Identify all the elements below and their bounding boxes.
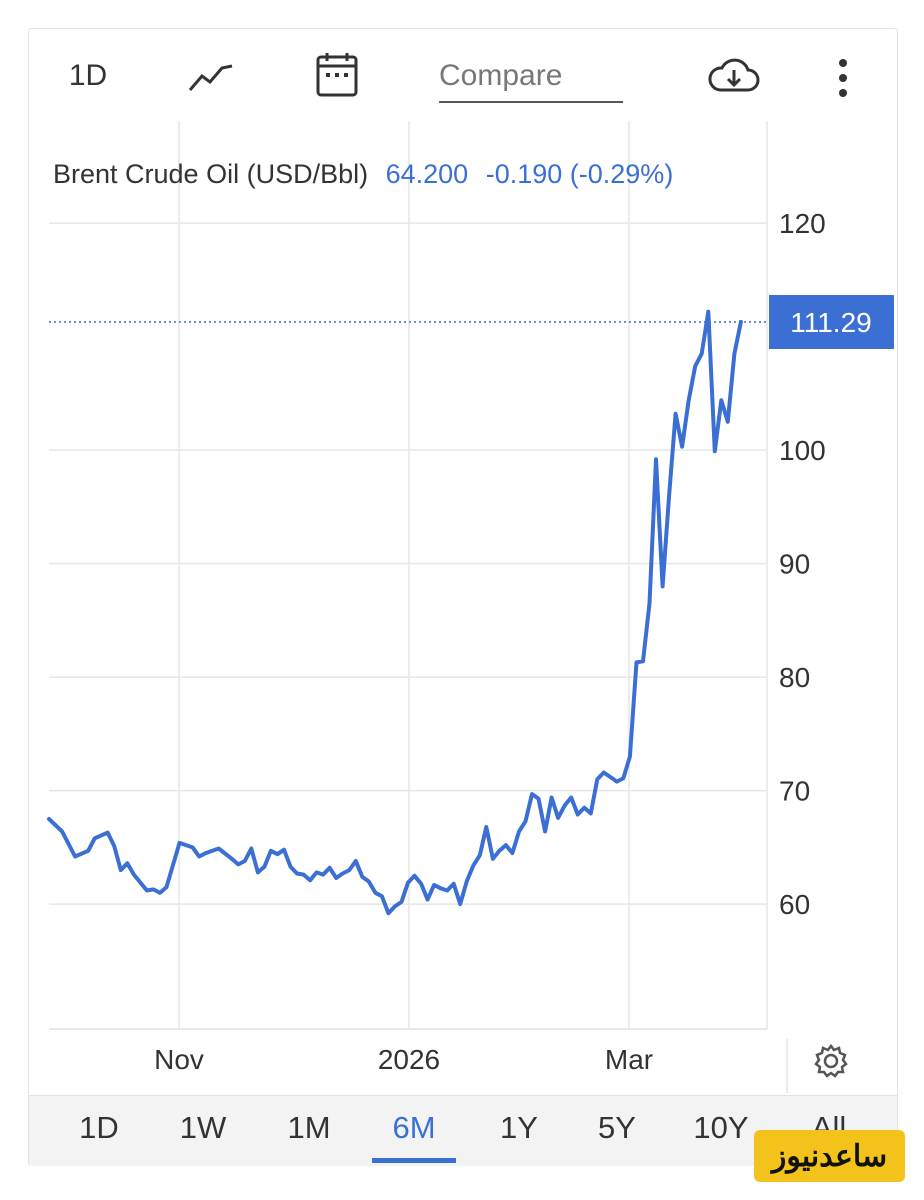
chart-card: 1D bbox=[28, 28, 898, 1166]
last-price-badge bbox=[769, 295, 894, 350]
y-tick-label: 70 bbox=[779, 776, 810, 807]
range-button-10y[interactable]: 10Y bbox=[693, 1110, 749, 1145]
grid-lines bbox=[49, 121, 788, 1093]
compare-input[interactable] bbox=[439, 51, 623, 103]
range-selector: 1D 1W 1M 6M 1Y 5Y 10Y All bbox=[29, 1095, 897, 1166]
y-tick-label: 120 bbox=[779, 208, 826, 239]
legend-instrument-name: Brent Crude Oil (USD/Bbl) bbox=[53, 159, 369, 189]
calendar-icon[interactable] bbox=[313, 49, 361, 101]
active-range-underline bbox=[372, 1158, 456, 1163]
series-layer bbox=[47, 309, 743, 916]
x-tick-label: Mar bbox=[605, 1044, 653, 1075]
y-tick-label: 80 bbox=[779, 662, 810, 693]
last-price-label: 111.29 bbox=[790, 307, 871, 338]
axis-ticks: 60 70 80 90 100 120 Nov 2026 Mar bbox=[154, 208, 826, 1075]
line-chart-icon[interactable] bbox=[187, 55, 235, 99]
watermark-logo: ساعدنیوز bbox=[754, 1130, 905, 1182]
more-vertical-icon[interactable] bbox=[833, 55, 853, 101]
range-button-6m[interactable]: 6M bbox=[392, 1110, 436, 1145]
last-price-marker: 111.29 bbox=[49, 295, 894, 350]
x-tick-label: 2026 bbox=[378, 1044, 440, 1075]
toolbar: 1D bbox=[29, 29, 897, 129]
range-button-5y[interactable]: 5Y bbox=[598, 1110, 636, 1145]
price-series-line bbox=[47, 309, 743, 916]
y-tick-label: 90 bbox=[779, 549, 810, 580]
range-button-1m[interactable]: 1M bbox=[287, 1110, 331, 1145]
x-tick-label: Nov bbox=[154, 1044, 204, 1075]
gear-icon[interactable] bbox=[813, 1043, 849, 1084]
legend-change: -0.190 (-0.29%) bbox=[485, 159, 674, 189]
range-button-1w[interactable]: 1W bbox=[179, 1110, 227, 1145]
interval-selector[interactable]: 1D bbox=[68, 59, 108, 92]
price-chart[interactable]: 60 70 80 90 100 120 Nov 2026 Mar 111.29 bbox=[29, 29, 897, 1095]
range-button-1y[interactable]: 1Y bbox=[500, 1110, 538, 1145]
cloud-download-icon[interactable] bbox=[705, 53, 761, 99]
range-button-1d[interactable]: 1D bbox=[79, 1110, 119, 1145]
legend-price: 64.200 bbox=[385, 159, 469, 189]
chart-legend: Brent Crude Oil (USD/Bbl) 64.200 -0.190 … bbox=[53, 159, 673, 190]
y-tick-label: 100 bbox=[779, 435, 826, 466]
y-tick-label: 60 bbox=[779, 889, 810, 920]
